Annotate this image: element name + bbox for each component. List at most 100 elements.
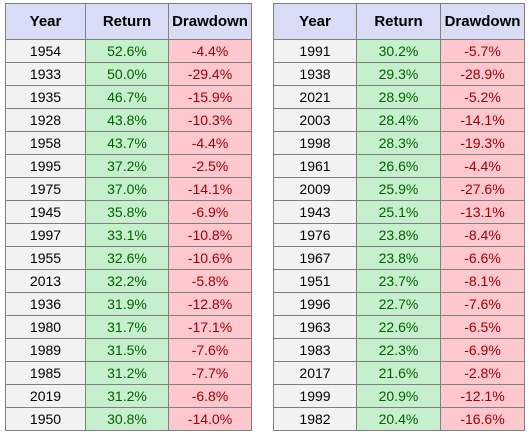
drawdown-cell: -7.6%	[440, 292, 525, 316]
drawdown-cell: -5.8%	[168, 269, 252, 293]
year-cell: 1989	[5, 338, 86, 362]
table-row: 1997 33.1% -10.8%	[5, 223, 252, 247]
drawdown-cell: -13.1%	[440, 200, 525, 224]
year-cell: 1998	[273, 131, 357, 155]
year-cell: 1995	[5, 154, 86, 178]
table-row: 1975 37.0% -14.1%	[5, 177, 252, 201]
return-cell: 31.5%	[85, 338, 169, 362]
return-cell: 52.6%	[85, 39, 169, 63]
year-cell: 2017	[273, 361, 357, 385]
table-row: 1995 37.2% -2.5%	[5, 154, 252, 178]
table-row: 1945 35.8% -6.9%	[5, 200, 252, 224]
table-row: 1967 23.8% -6.6%	[273, 246, 525, 270]
year-cell: 2003	[273, 108, 357, 132]
year-cell: 1991	[273, 39, 357, 63]
table-row: 1958 43.7% -4.4%	[5, 131, 252, 155]
table-row: 1999 20.9% -12.1%	[273, 384, 525, 408]
drawdown-cell: -4.4%	[168, 39, 252, 63]
return-header: Return	[356, 3, 441, 40]
table-row: 1950 30.8% -14.0%	[5, 407, 252, 431]
year-cell: 1954	[5, 39, 86, 63]
drawdown-cell: -28.9%	[440, 62, 525, 86]
drawdown-header: Drawdown	[168, 3, 252, 40]
table-row: 1943 25.1% -13.1%	[273, 200, 525, 224]
drawdown-cell: -17.1%	[168, 315, 252, 339]
table-row: 2021 28.9% -5.2%	[273, 85, 525, 109]
return-cell: 32.2%	[85, 269, 169, 293]
year-cell: 1996	[273, 292, 357, 316]
return-cell: 30.8%	[85, 407, 169, 431]
header-row: Year Return Drawdown	[5, 3, 252, 40]
return-cell: 23.8%	[356, 246, 441, 270]
year-cell: 1935	[5, 85, 86, 109]
year-cell: 2009	[273, 177, 357, 201]
year-cell: 1975	[5, 177, 86, 201]
year-cell: 1933	[5, 62, 86, 86]
return-cell: 50.0%	[85, 62, 169, 86]
drawdown-cell: -12.8%	[168, 292, 252, 316]
return-cell: 33.1%	[85, 223, 169, 247]
drawdown-cell: -14.1%	[168, 177, 252, 201]
drawdown-cell: -5.7%	[440, 39, 525, 63]
drawdown-cell: -16.6%	[440, 407, 525, 431]
table-row: 1998 28.3% -19.3%	[273, 131, 525, 155]
table-row: 1982 20.4% -16.6%	[273, 407, 525, 431]
year-cell: 2019	[5, 384, 86, 408]
drawdown-cell: -6.5%	[440, 315, 525, 339]
table-row: 1935 46.7% -15.9%	[5, 85, 252, 109]
drawdown-cell: -29.4%	[168, 62, 252, 86]
return-cell: 23.8%	[356, 223, 441, 247]
year-cell: 2021	[273, 85, 357, 109]
return-cell: 28.9%	[356, 85, 441, 109]
table-row: 1989 31.5% -7.6%	[5, 338, 252, 362]
drawdown-cell: -2.5%	[168, 154, 252, 178]
drawdown-cell: -8.4%	[440, 223, 525, 247]
return-cell: 26.6%	[356, 154, 441, 178]
returns-table-right: Year Return Drawdown 1991 30.2% -5.7% 1938 2…	[273, 3, 525, 431]
table-row: 1938 29.3% -28.9%	[273, 62, 525, 86]
return-cell: 22.3%	[356, 338, 441, 362]
return-cell: 31.2%	[85, 361, 169, 385]
year-cell: 2013	[5, 269, 86, 293]
drawdown-cell: -8.1%	[440, 269, 525, 293]
return-cell: 28.4%	[356, 108, 441, 132]
year-cell: 1958	[5, 131, 86, 155]
drawdown-cell: -2.8%	[440, 361, 525, 385]
return-cell: 37.0%	[85, 177, 169, 201]
drawdown-cell: -4.4%	[168, 131, 252, 155]
year-cell: 1976	[273, 223, 357, 247]
drawdown-cell: -10.8%	[168, 223, 252, 247]
year-cell: 1985	[5, 361, 86, 385]
year-cell: 1936	[5, 292, 86, 316]
return-header: Return	[85, 3, 169, 40]
table-row: 1954 52.6% -4.4%	[5, 39, 252, 63]
year-cell: 1963	[273, 315, 357, 339]
return-cell: 43.7%	[85, 131, 169, 155]
year-cell: 1983	[273, 338, 357, 362]
table-row: 2017 21.6% -2.8%	[273, 361, 525, 385]
table-row: 1996 22.7% -7.6%	[273, 292, 525, 316]
return-cell: 20.4%	[356, 407, 441, 431]
header-row: Year Return Drawdown	[273, 3, 525, 40]
returns-table-left: Year Return Drawdown 1954 52.6% -4.4% 1933 5…	[5, 3, 252, 431]
table-row: 2003 28.4% -14.1%	[273, 108, 525, 132]
table-row: 1983 22.3% -6.9%	[273, 338, 525, 362]
table-row: 1980 31.7% -17.1%	[5, 315, 252, 339]
return-cell: 23.7%	[356, 269, 441, 293]
return-cell: 31.9%	[85, 292, 169, 316]
table-row: 1955 32.6% -10.6%	[5, 246, 252, 270]
drawdown-cell: -7.7%	[168, 361, 252, 385]
year-cell: 1955	[5, 246, 86, 270]
table-row: 1961 26.6% -4.4%	[273, 154, 525, 178]
year-cell: 1999	[273, 384, 357, 408]
drawdown-cell: -14.1%	[440, 108, 525, 132]
return-cell: 22.7%	[356, 292, 441, 316]
return-cell: 31.2%	[85, 384, 169, 408]
return-cell: 25.9%	[356, 177, 441, 201]
drawdown-cell: -6.6%	[440, 246, 525, 270]
table-row: 1933 50.0% -29.4%	[5, 62, 252, 86]
drawdown-cell: -27.6%	[440, 177, 525, 201]
year-header: Year	[5, 3, 86, 40]
drawdown-cell: -7.6%	[168, 338, 252, 362]
drawdown-cell: -15.9%	[168, 85, 252, 109]
